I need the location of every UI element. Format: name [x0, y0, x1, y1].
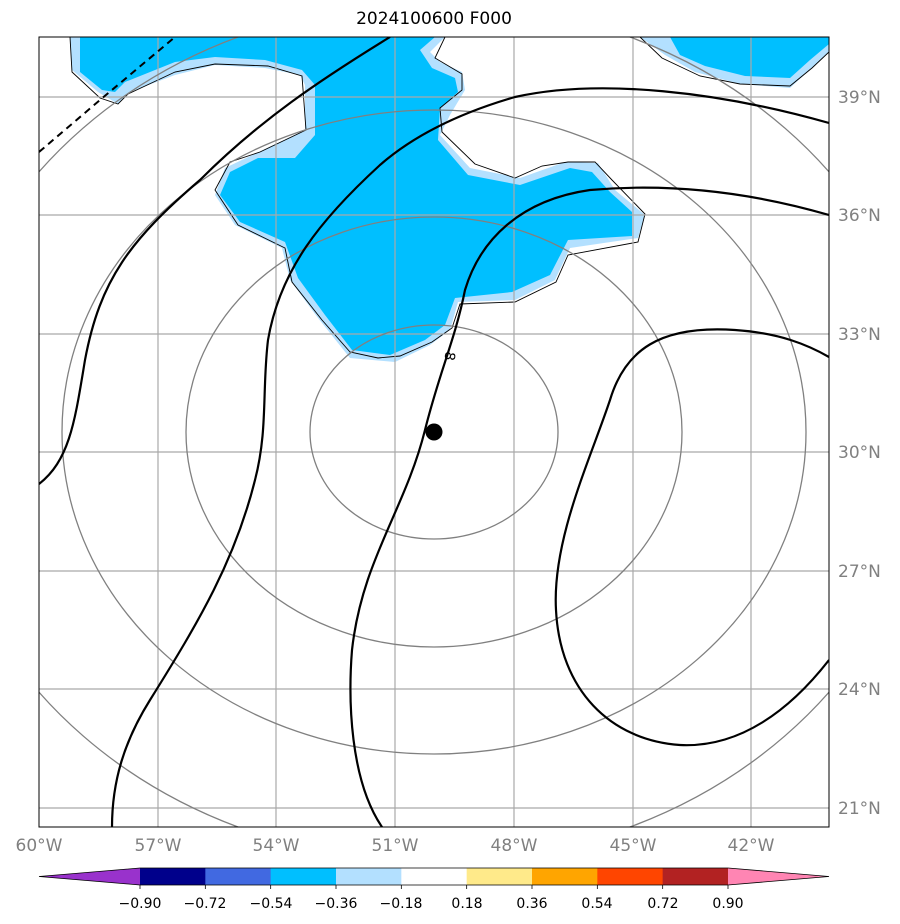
colorbar-tick-labels: −0.90 −0.72 −0.54 −0.36 −0.18 0.18 0.36 …: [119, 896, 744, 912]
colorbar-segment: [140, 868, 206, 885]
colorbar-extend-high: [728, 868, 829, 885]
lat-label: 39°N: [838, 88, 881, 108]
lat-label: 27°N: [838, 562, 881, 582]
contour-label: 8: [440, 350, 457, 362]
map-title: 2024100600 F000: [356, 9, 512, 29]
latitude-labels: 39°N 36°N 33°N 30°N 27°N 24°N 21°N: [838, 88, 881, 819]
colorbar-tick-label: 0.36: [516, 896, 547, 912]
lon-label: 48°W: [491, 836, 538, 856]
colorbar-segment: [270, 868, 337, 885]
contours: [39, 37, 829, 827]
colorbar-segment: [336, 868, 402, 885]
coastlines: [69, 37, 829, 359]
colorbar-segment: [662, 868, 729, 885]
lon-label: 54°W: [253, 836, 300, 856]
lon-label: 60°W: [16, 836, 63, 856]
colorbar-segment: [597, 868, 664, 885]
colorbar-segment: [532, 868, 598, 885]
shaded-region-northeast: [640, 37, 829, 88]
colorbar-tick-label: −0.18: [380, 896, 423, 912]
lat-label: 21°N: [838, 799, 881, 819]
colorbar-extend-low: [39, 868, 140, 885]
longitude-labels: 60°W 57°W 54°W 51°W 48°W 45°W 42°W: [16, 836, 775, 856]
colorbar-segment: [401, 868, 468, 885]
map-area: 8: [39, 37, 829, 827]
colorbar-tick-label: −0.90: [119, 896, 162, 912]
lat-label: 33°N: [838, 325, 881, 345]
lon-label: 51°W: [372, 836, 419, 856]
lon-label: 45°W: [610, 836, 657, 856]
colorbar-segment: [205, 868, 272, 885]
grid-lines: [39, 37, 829, 827]
dashed-contour: [39, 37, 176, 153]
colorbar-tick-label: −0.36: [315, 896, 358, 912]
storm-center-marker: [425, 423, 443, 441]
colorbar-tick-label: 0.72: [647, 896, 678, 912]
lat-label: 24°N: [838, 680, 881, 700]
colorbar-tick-label: 0.54: [581, 896, 612, 912]
map-frame: [38, 36, 830, 828]
colorbar: [38, 867, 830, 889]
lon-label: 57°W: [135, 836, 182, 856]
shaded-region-north: [70, 37, 645, 362]
colorbar-tick-label: −0.72: [184, 896, 227, 912]
lon-label: 42°W: [728, 836, 775, 856]
lat-label: 36°N: [838, 206, 881, 226]
lat-label: 30°N: [838, 443, 881, 463]
colorbar-segment: [466, 868, 533, 885]
colorbar-tick-label: 0.18: [451, 896, 482, 912]
colorbar-tick-label: −0.54: [250, 896, 293, 912]
colorbar-tick-label: 0.90: [712, 896, 743, 912]
range-rings: [39, 37, 829, 827]
